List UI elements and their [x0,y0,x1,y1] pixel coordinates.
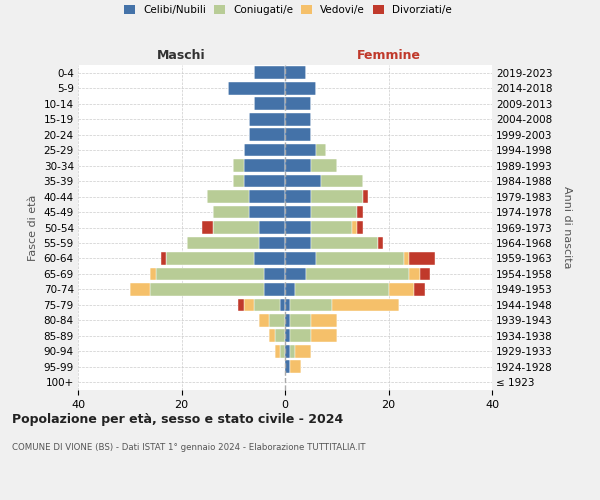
Bar [311,190,362,203]
Bar [311,221,352,234]
Bar [269,330,275,342]
Bar [362,190,368,203]
Bar [285,113,311,126]
Bar [212,221,259,234]
Bar [249,206,285,218]
Bar [285,314,290,326]
Bar [280,345,285,358]
Legend: Celibi/Nubili, Coniugati/e, Vedovi/e, Divorziati/e: Celibi/Nubili, Coniugati/e, Vedovi/e, Di… [124,5,452,15]
Bar [285,283,295,296]
Bar [404,252,409,265]
Bar [254,252,285,265]
Bar [269,314,285,326]
Bar [249,113,285,126]
Bar [238,298,244,311]
Bar [409,252,435,265]
Bar [285,268,306,280]
Bar [285,174,321,188]
Bar [244,174,285,188]
Bar [187,236,259,250]
Bar [321,174,362,188]
Bar [275,345,280,358]
Bar [285,190,311,203]
Bar [285,345,290,358]
Bar [166,252,254,265]
Bar [290,345,295,358]
Bar [212,206,249,218]
Bar [254,66,285,79]
Bar [295,345,311,358]
Bar [285,98,311,110]
Bar [285,360,290,373]
Bar [202,221,212,234]
Bar [285,82,316,94]
Bar [233,174,244,188]
Bar [285,128,311,141]
Bar [332,298,399,311]
Bar [306,268,409,280]
Bar [290,314,311,326]
Bar [244,159,285,172]
Bar [378,236,383,250]
Bar [249,128,285,141]
Bar [358,206,362,218]
Bar [285,236,311,250]
Bar [285,298,290,311]
Bar [285,144,316,156]
Text: Femmine: Femmine [356,49,421,62]
Bar [233,159,244,172]
Bar [311,314,337,326]
Bar [290,360,301,373]
Bar [254,298,280,311]
Bar [316,144,326,156]
Bar [275,330,285,342]
Bar [295,283,389,296]
Bar [389,283,415,296]
Bar [155,268,265,280]
Bar [285,66,306,79]
Text: Popolazione per età, sesso e stato civile - 2024: Popolazione per età, sesso e stato civil… [12,412,343,426]
Bar [352,221,358,234]
Bar [358,221,362,234]
Bar [244,298,254,311]
Bar [244,144,285,156]
Bar [228,82,285,94]
Bar [130,283,151,296]
Bar [249,190,285,203]
Y-axis label: Anni di nascita: Anni di nascita [562,186,572,269]
Bar [409,268,419,280]
Bar [285,252,316,265]
Bar [285,206,311,218]
Bar [161,252,166,265]
Bar [285,221,311,234]
Bar [285,159,311,172]
Bar [151,268,155,280]
Bar [259,236,285,250]
Text: Maschi: Maschi [157,49,206,62]
Bar [290,298,332,311]
Bar [259,221,285,234]
Bar [285,330,290,342]
Bar [254,98,285,110]
Y-axis label: Fasce di età: Fasce di età [28,194,38,260]
Bar [280,298,285,311]
Bar [311,330,337,342]
Text: COMUNE DI VIONE (BS) - Dati ISTAT 1° gennaio 2024 - Elaborazione TUTTITALIA.IT: COMUNE DI VIONE (BS) - Dati ISTAT 1° gen… [12,442,365,452]
Bar [151,283,265,296]
Bar [419,268,430,280]
Bar [311,159,337,172]
Bar [290,330,311,342]
Bar [265,268,285,280]
Bar [311,206,358,218]
Bar [259,314,269,326]
Bar [208,190,249,203]
Bar [415,283,425,296]
Bar [316,252,404,265]
Bar [311,236,378,250]
Bar [265,283,285,296]
